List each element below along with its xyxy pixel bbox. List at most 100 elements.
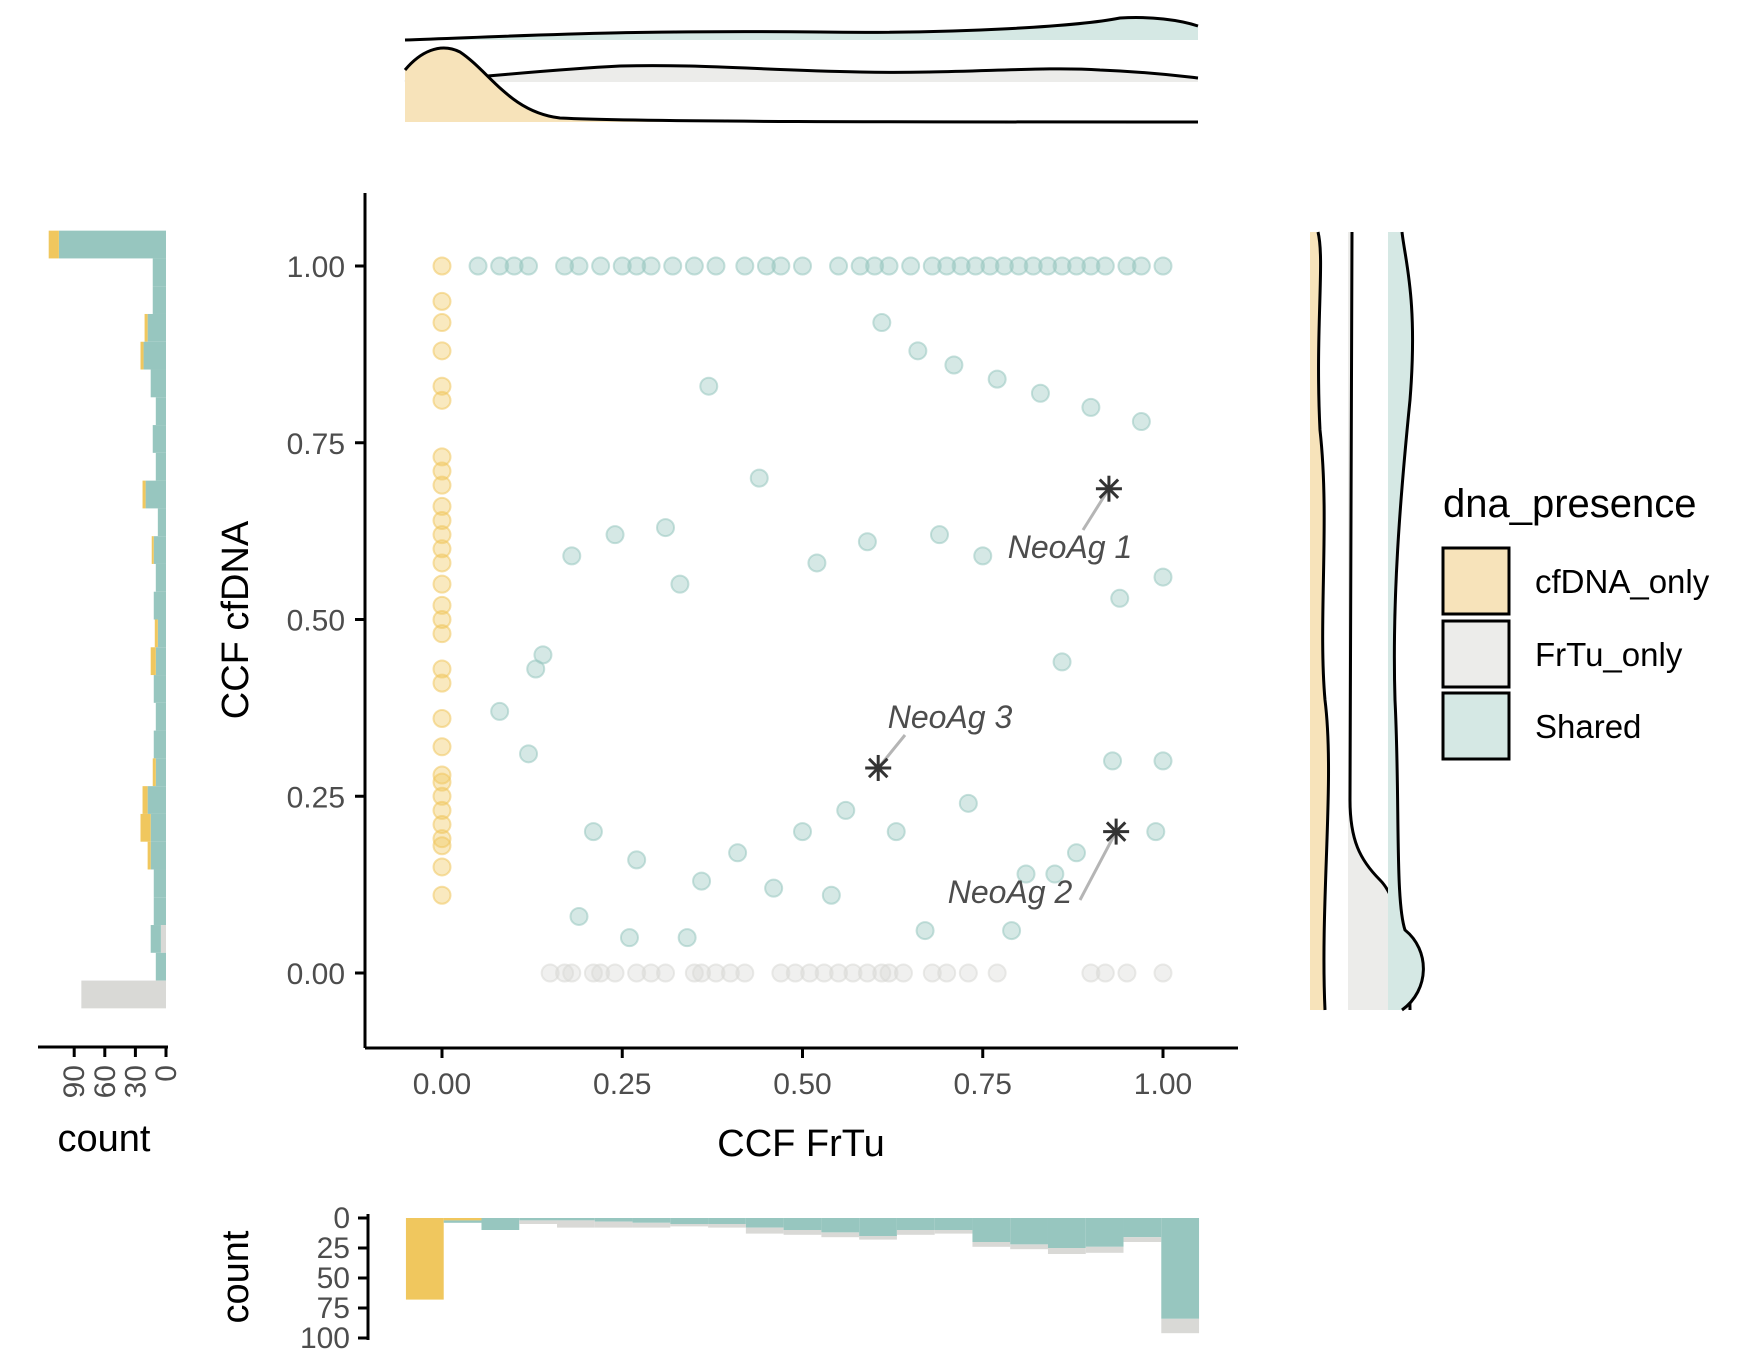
point-shared: [872, 313, 892, 333]
point-shared: [915, 921, 935, 941]
bottom-hist-bar-frtu: [972, 1242, 1011, 1247]
bottom-hist-bar-frtu: [557, 1220, 595, 1228]
point-cfdna-only: [432, 815, 452, 835]
point-cfdna-only: [432, 574, 452, 594]
point-shared: [793, 822, 812, 842]
point-shared: [728, 843, 748, 863]
left-hist-bar-shared: [145, 480, 166, 509]
legend-label-frtu-only: FrTu_only: [1535, 636, 1683, 673]
annotation-leader-line: [1081, 487, 1111, 531]
point-cfdna-only: [432, 765, 452, 785]
point-frtu-only: [591, 963, 611, 983]
point-shared: [922, 256, 942, 276]
point-frtu-only: [1153, 963, 1173, 983]
left-hist-tick-label: 60: [89, 1065, 122, 1098]
point-shared: [1095, 256, 1115, 276]
point-frtu-only: [583, 963, 603, 983]
point-shared: [526, 659, 546, 679]
point-shared: [706, 256, 726, 276]
point-shared: [490, 256, 510, 276]
bottom-hist-bar-shared: [708, 1218, 746, 1224]
data-points: [432, 256, 1173, 983]
point-shared: [1081, 256, 1101, 276]
bottom-hist-bar-frtu: [1085, 1246, 1124, 1253]
left-hist-bar-shared: [147, 313, 166, 342]
point-cfdna-only: [432, 610, 452, 629]
point-shared: [1052, 652, 1072, 672]
bottom-hist-bar-frtu: [1161, 1318, 1200, 1334]
left-hist-bar-shared: [150, 925, 161, 953]
point-shared: [937, 256, 957, 276]
y-tick-label: 0.50: [287, 605, 345, 638]
x-tick-label: 0.50: [773, 1068, 831, 1101]
point-shared: [735, 256, 755, 276]
point-shared: [519, 256, 539, 276]
bottom-hist-bar-shared: [1123, 1218, 1162, 1238]
density-shared-top-line: [404, 16, 1199, 42]
point-frtu-only: [800, 963, 820, 983]
left-hist-bar-shared: [153, 897, 166, 926]
point-cfdna-only: [432, 341, 452, 361]
point-cfdna-only: [432, 511, 452, 531]
point-shared: [1066, 256, 1086, 276]
bottom-marginal-histogram: [405, 1218, 1200, 1334]
bottom-hist-tick-label: 100: [300, 1322, 350, 1355]
legend: dna_presence cfDNA_only FrTu_only Shared: [1441, 482, 1710, 761]
point-shared: [569, 906, 589, 926]
annotation-label: NeoAg 3: [888, 699, 1013, 735]
annotation-marker: [1103, 818, 1130, 845]
point-frtu-only: [814, 963, 834, 983]
point-cfdna-only: [432, 376, 452, 396]
point-frtu-only: [771, 963, 791, 983]
left-hist-bar-shared: [155, 397, 166, 426]
point-shared: [1002, 921, 1022, 941]
point-shared: [1153, 256, 1173, 276]
point-cfdna-only: [432, 885, 452, 905]
point-shared: [836, 800, 856, 820]
point-shared: [1009, 256, 1029, 276]
point-shared: [756, 256, 776, 276]
left-hist-bar-cfdna: [142, 786, 148, 814]
left-hist-bar-shared: [155, 452, 166, 481]
point-shared: [490, 701, 510, 721]
point-frtu-only: [843, 963, 863, 983]
density-cfdna-right: [1310, 232, 1329, 1010]
point-shared: [994, 256, 1014, 276]
bottom-hist-bar-frtu: [594, 1221, 633, 1228]
legend-label-shared: Shared: [1535, 708, 1641, 745]
density-cfdna-top: [405, 48, 1198, 122]
legend-key-frtu-only: [1441, 619, 1511, 689]
point-shared: [987, 369, 1007, 389]
point-shared: [1146, 822, 1166, 842]
point-cfdna-only: [432, 857, 452, 877]
annotation-label: NeoAg 1: [1008, 529, 1133, 565]
bottom-hist-bar-shared: [481, 1218, 520, 1230]
point-shared: [1016, 864, 1036, 884]
bottom-hist-bar-shared: [745, 1218, 784, 1228]
bottom-hist-tick-label: 0: [333, 1202, 350, 1235]
point-frtu-only: [785, 963, 805, 983]
legend-key-shared: [1441, 691, 1511, 761]
left-hist-bar-shared: [150, 813, 166, 842]
point-cfdna-only: [432, 461, 452, 481]
point-cfdna-only: [432, 708, 452, 728]
bottom-hist-bar-shared: [896, 1218, 935, 1230]
bottom-hist-bar-shared: [1161, 1218, 1200, 1319]
left-hist-bar-shared: [147, 786, 166, 814]
point-shared: [1131, 412, 1151, 432]
point-shared: [901, 256, 921, 276]
point-shared: [1131, 256, 1151, 276]
point-shared: [627, 256, 647, 276]
point-shared: [929, 525, 949, 545]
point-cfdna-only: [432, 737, 452, 757]
bottom-hist-ylabel: count: [215, 1230, 257, 1323]
left-hist-bar-cfdna: [152, 758, 156, 787]
point-shared: [656, 518, 676, 538]
point-shared: [619, 928, 639, 948]
left-hist-bar-cfdna: [151, 536, 154, 564]
left-hist-bar-shared: [153, 536, 166, 564]
point-shared: [749, 468, 769, 488]
point-cfdna-only: [432, 313, 452, 333]
point-cfdna-only: [432, 829, 452, 849]
